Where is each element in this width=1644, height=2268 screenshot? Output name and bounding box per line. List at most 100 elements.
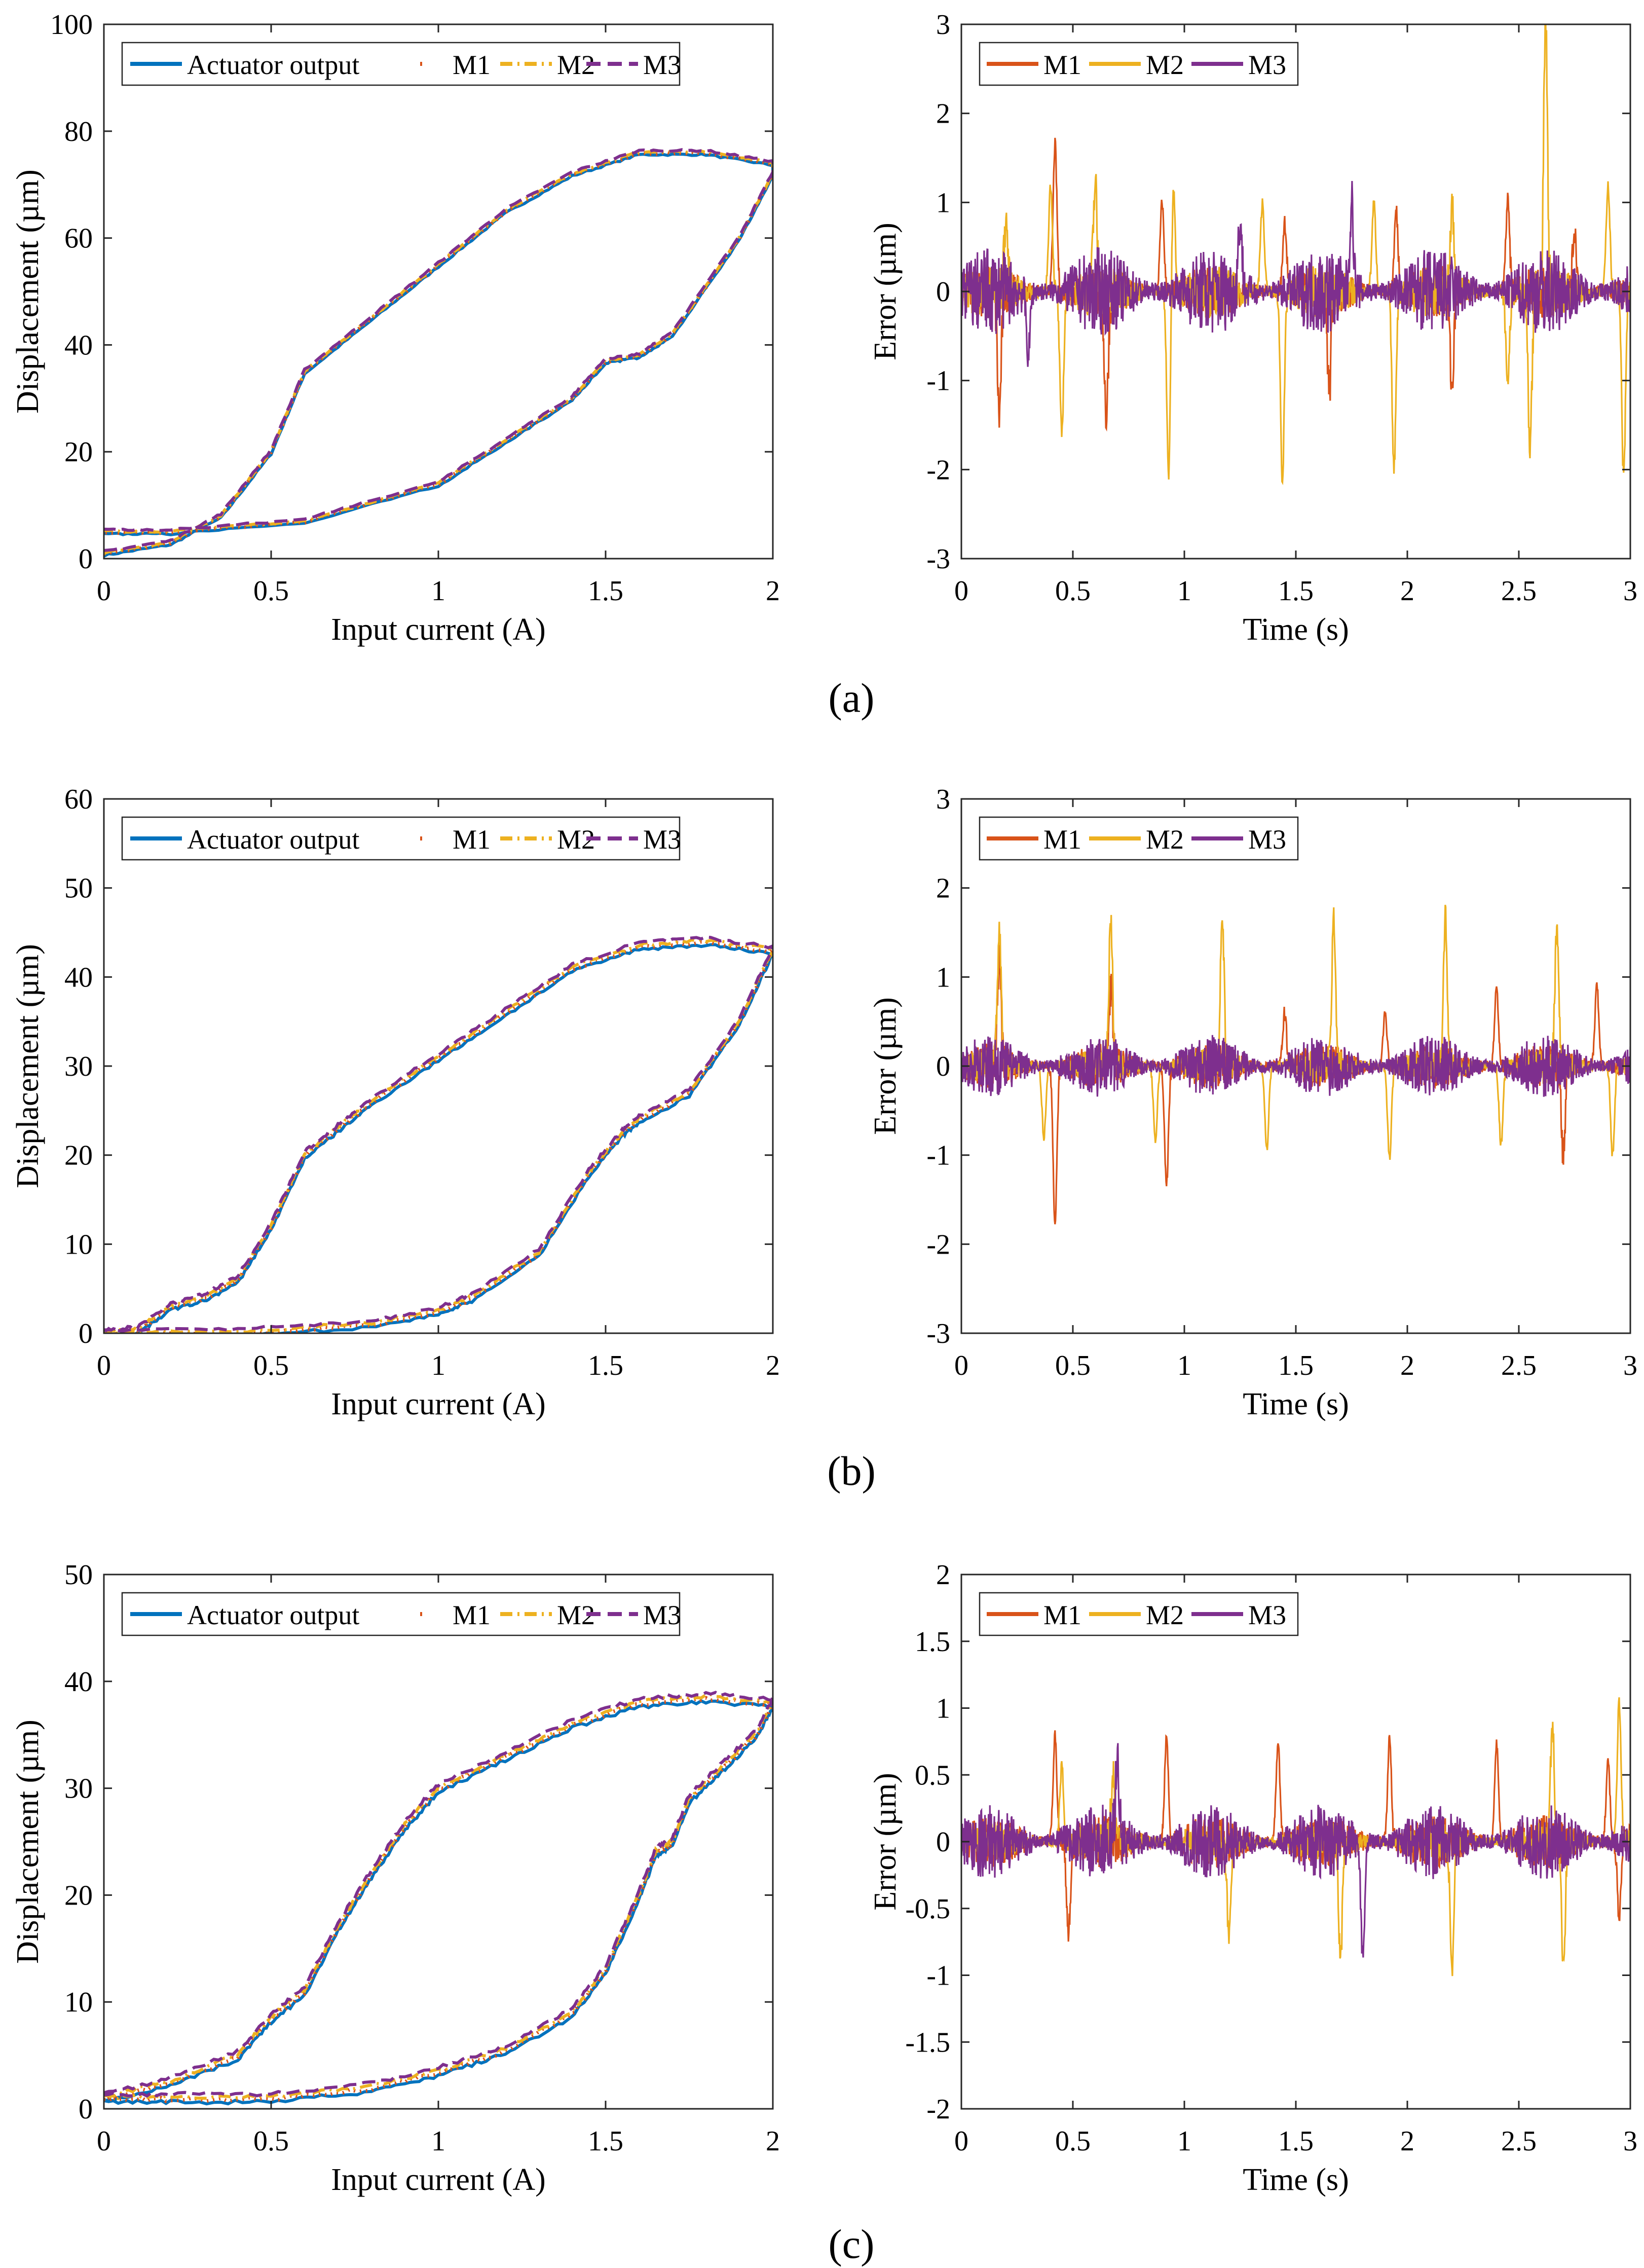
subcaption-c: (c)	[828, 2221, 875, 2267]
y-tick-label: 0.5	[915, 1760, 950, 1791]
plot-area	[104, 935, 773, 1333]
series-line-m1	[104, 1696, 773, 2103]
legend: Actuator output M1 M2 M3	[121, 42, 681, 86]
y-tick-label: -2	[926, 2094, 950, 2125]
y-tick-label: 0	[936, 1826, 950, 1858]
y-tick-label: -2	[926, 454, 950, 486]
y-tick-label: 0	[79, 1318, 93, 1349]
series-line-actuator-output	[113, 943, 773, 1333]
series-line-m2	[104, 1693, 773, 2100]
x-tick-label: 1	[431, 575, 445, 607]
y-tick-label: 60	[64, 784, 93, 815]
legend: Actuator output M1 M2 M3	[121, 816, 681, 861]
x-tick-label: 2	[1400, 1350, 1414, 1381]
y-tick-label: 1	[936, 1693, 950, 1725]
x-tick-label: 0.5	[253, 575, 289, 607]
x-tick-label: 2	[766, 575, 780, 607]
series-line-m2	[961, 904, 1630, 1160]
x-axis-label: Time (s)	[1243, 612, 1349, 647]
y-tick-label: 30	[64, 1051, 93, 1082]
legend: M1 M2 M3	[979, 1592, 1299, 1636]
axes-box	[103, 23, 774, 560]
legend-label-m3: M3	[643, 824, 681, 855]
legend-label-m1: M1	[1043, 1600, 1081, 1630]
series-line-m2	[961, 24, 1630, 486]
y-tick-label: -0.5	[905, 1893, 950, 1925]
x-tick-label: 2	[766, 1350, 780, 1381]
y-axis-label: Displacement (µm)	[11, 944, 45, 1188]
x-tick-label: 1	[1177, 2126, 1191, 2157]
x-tick-label: 0.5	[1055, 2126, 1091, 2157]
series-line-m3	[961, 1743, 1630, 1958]
legend-label-actuator-output: Actuator output	[187, 50, 359, 80]
x-tick-label: 0.5	[253, 2126, 289, 2157]
series-line-m3	[961, 180, 1630, 367]
y-axis-label: Displacement (µm)	[11, 169, 45, 414]
plot-area	[104, 148, 773, 558]
y-axis-label: Error (µm)	[868, 997, 903, 1135]
y-tick-label: -1.5	[905, 2027, 950, 2058]
series-line-actuator-output	[104, 1699, 773, 2106]
series-line-m1	[961, 942, 1630, 1225]
x-tick-label: 1	[431, 1350, 445, 1381]
y-tick-label: -1	[926, 365, 950, 397]
y-tick-label: 2	[936, 1559, 950, 1591]
x-tick-label: 0	[97, 1350, 111, 1381]
y-tick-label: 20	[64, 1140, 93, 1172]
x-tick-label: 3	[1623, 575, 1637, 607]
chart-b-right: 0 0.5 1 1.5 2 2.5 3 -3 -2 -1 0 1 2 3 Time (s) Error (µm…	[868, 784, 1637, 1421]
x-tick-label: 2.5	[1501, 1350, 1537, 1381]
y-tick-label: 2	[936, 98, 950, 130]
x-tick-label: 1.5	[588, 2126, 623, 2157]
x-tick-label: 2.5	[1501, 575, 1537, 607]
subcaption-b: (b)	[827, 1448, 876, 1494]
x-axis-label: Time (s)	[1243, 1387, 1349, 1421]
x-tick-label: 0.5	[253, 1350, 289, 1381]
legend-label-m2: M2	[1146, 824, 1184, 855]
legend: M1 M2 M3	[979, 816, 1299, 861]
legend-label-m3: M3	[643, 50, 681, 80]
series-line-actuator-output	[104, 152, 773, 558]
subcaption-a: (a)	[828, 675, 875, 721]
series-line-m1	[104, 150, 773, 556]
y-tick-label: 0	[79, 543, 93, 575]
y-tick-label: 60	[64, 223, 93, 254]
x-tick-label: 1.5	[588, 575, 623, 607]
x-tick-label: 0	[954, 575, 968, 607]
x-tick-label: 1.5	[588, 1350, 623, 1381]
y-tick-label: 3	[936, 784, 950, 815]
series-line-m2	[104, 937, 773, 1333]
legend: Actuator output M1 M2 M3	[121, 1592, 681, 1636]
y-tick-label: -1	[926, 1140, 950, 1172]
series-line-m3	[104, 148, 773, 552]
plot-area	[961, 1697, 1630, 1977]
y-tick-label: 1.5	[915, 1626, 950, 1658]
legend-label-m3: M3	[1248, 824, 1286, 855]
x-axis-label: Input current (A)	[331, 2163, 546, 2197]
x-tick-label: 2	[1400, 575, 1414, 607]
plot-area	[961, 24, 1630, 486]
legend-label-m3: M3	[643, 1600, 681, 1630]
x-tick-label: 1.5	[1278, 1350, 1314, 1381]
y-tick-label: 1	[936, 187, 950, 218]
legend-label-m1: M1	[1043, 50, 1081, 80]
y-tick-label: 40	[64, 962, 93, 993]
x-tick-label: 0	[954, 2126, 968, 2157]
legend: M1 M2 M3	[979, 42, 1299, 86]
legend-label-m1: M1	[453, 1600, 491, 1630]
x-tick-label: 2	[1400, 2126, 1414, 2157]
x-tick-label: 0	[97, 2126, 111, 2157]
y-axis-label: Error (µm)	[868, 1773, 903, 1911]
y-tick-label: 1	[936, 962, 950, 993]
x-axis-label: Time (s)	[1243, 2163, 1349, 2197]
y-tick-label: 20	[64, 1880, 93, 1911]
y-tick-label: 50	[64, 1559, 93, 1591]
x-tick-label: 0.5	[1055, 1350, 1091, 1381]
series-line-m3	[104, 935, 773, 1333]
y-tick-label: 20	[64, 436, 93, 468]
y-tick-label: 3	[936, 9, 950, 41]
